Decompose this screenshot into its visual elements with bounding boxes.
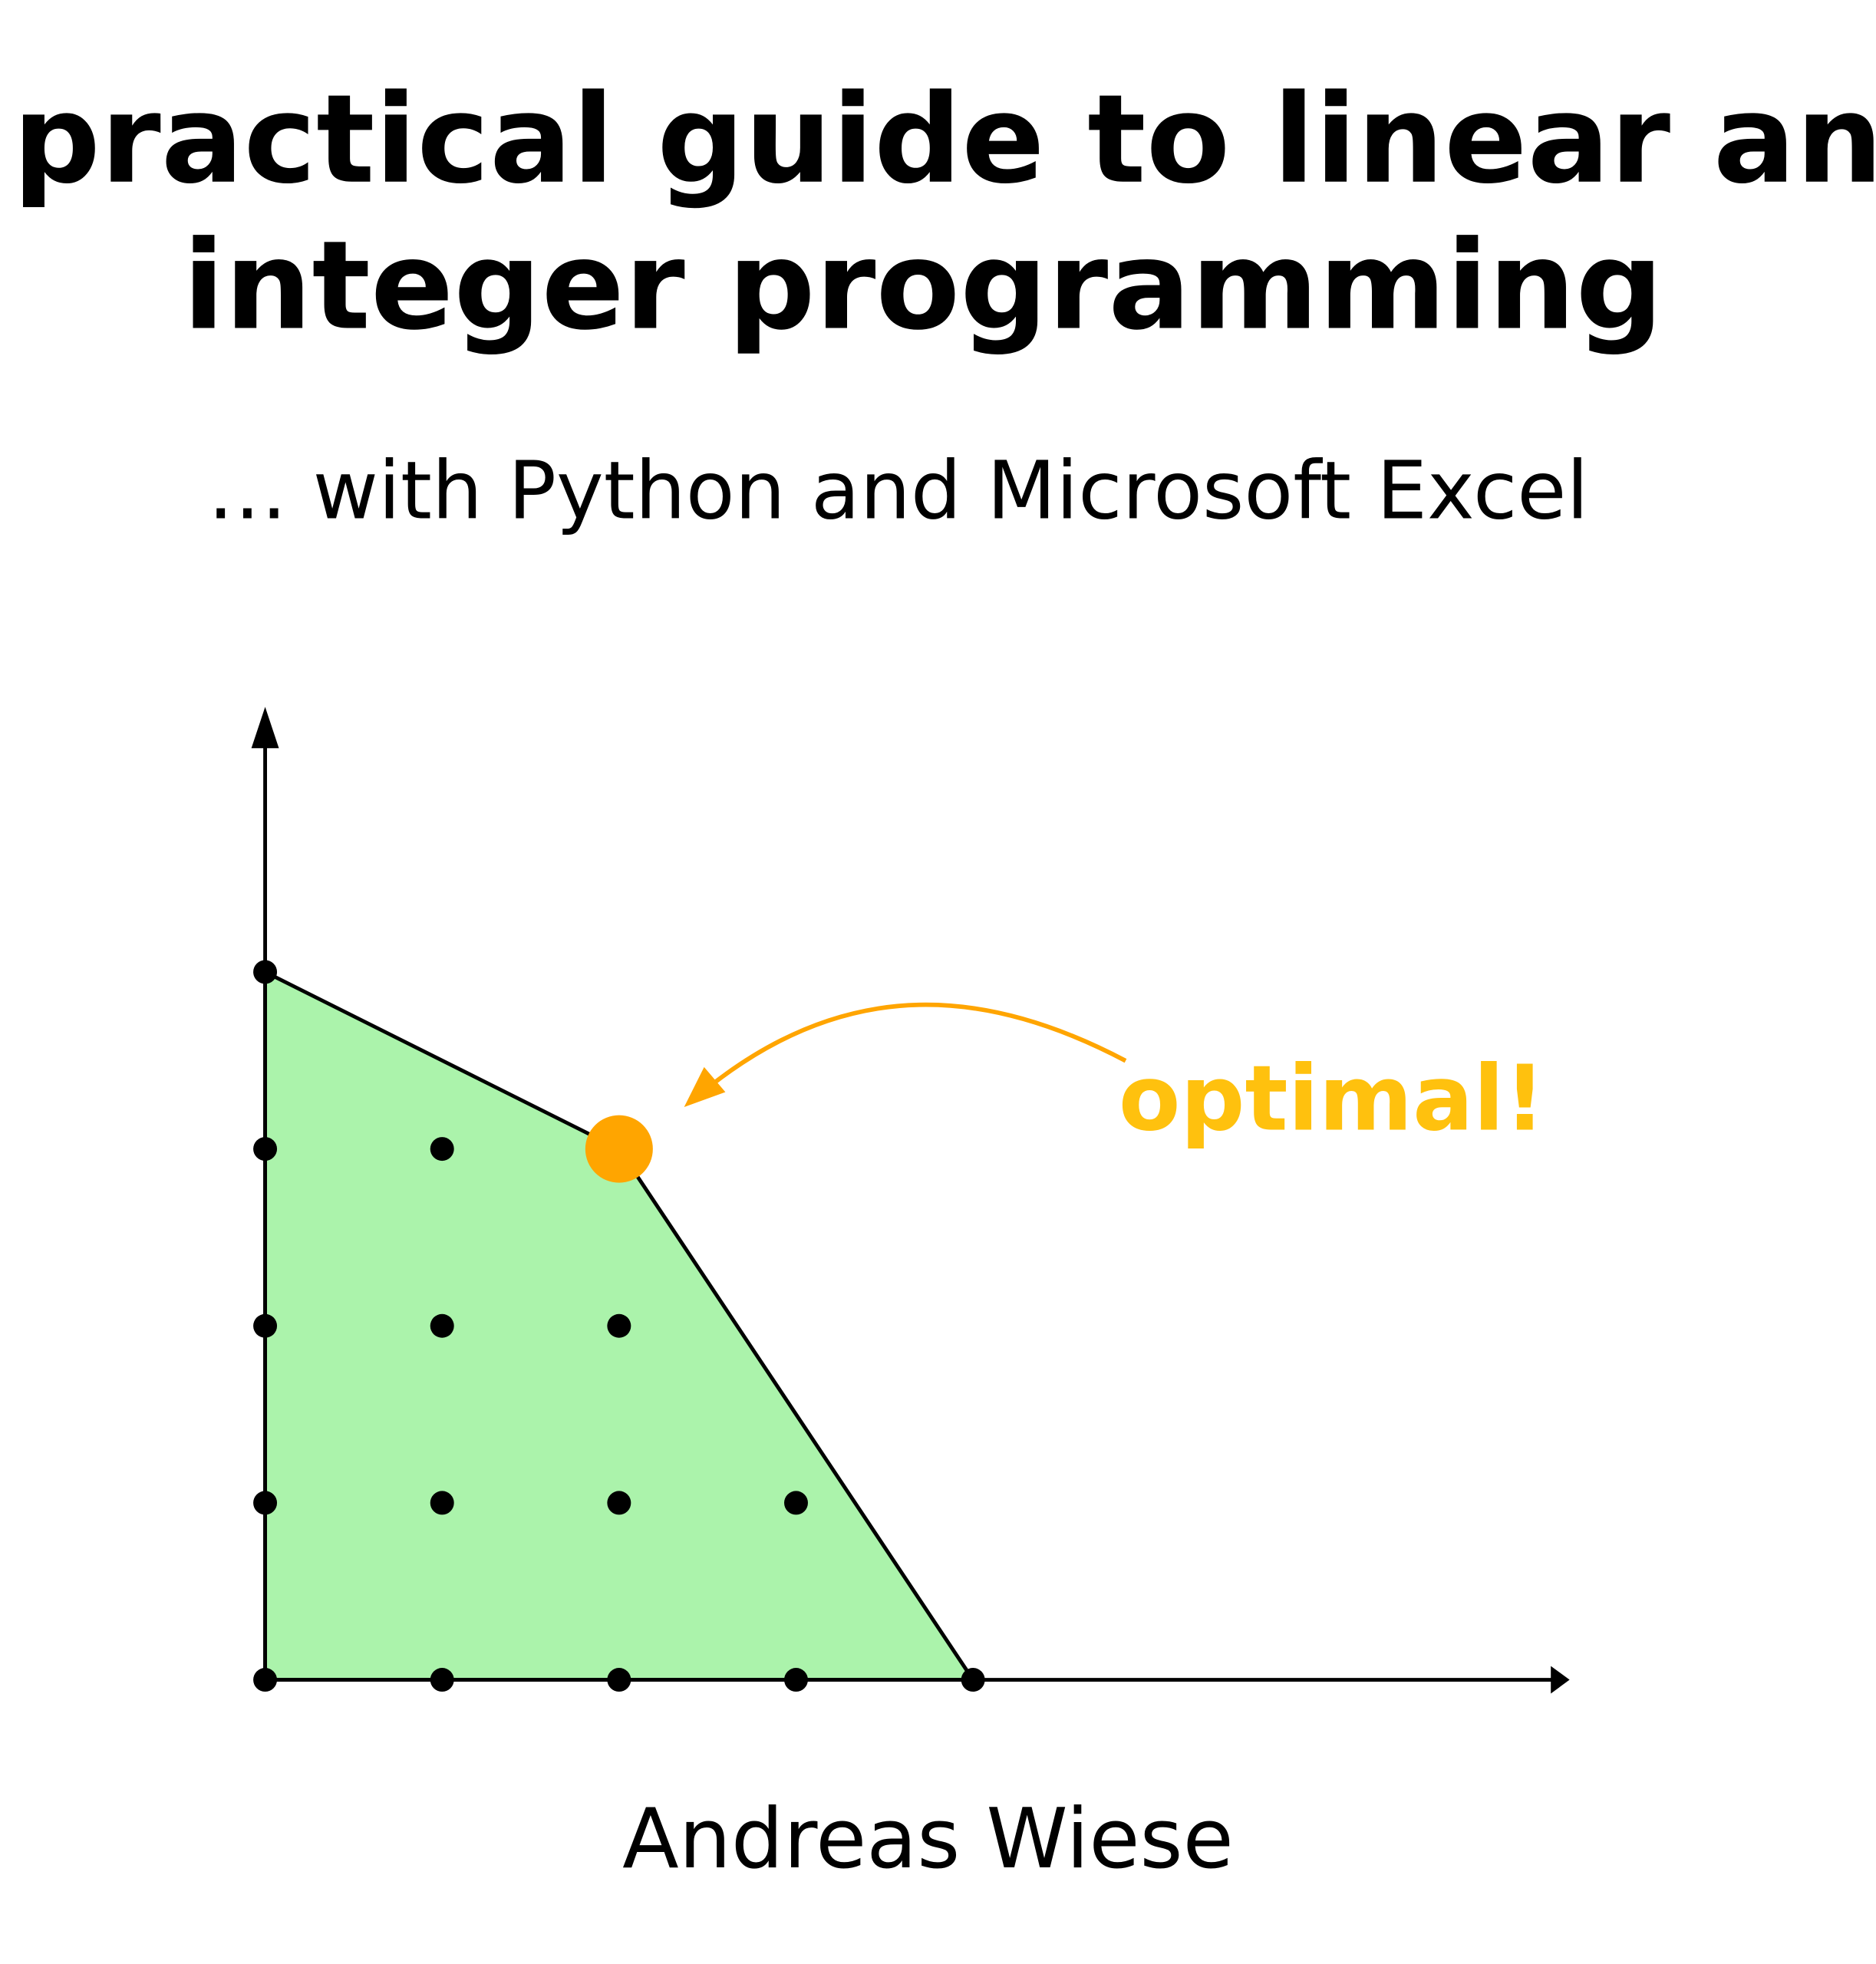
- integer-point: [253, 1668, 278, 1692]
- optimal-annotation: optimal!: [1119, 1046, 1545, 1151]
- title-line-2: integer programming: [183, 215, 1663, 358]
- y-axis-arrowhead: [251, 707, 279, 749]
- optimal-arrowhead: [684, 1066, 726, 1107]
- integer-point: [430, 1137, 454, 1162]
- integer-point: [784, 1491, 808, 1515]
- integer-program-figure: [251, 707, 1570, 1694]
- integer-point: [253, 1313, 278, 1338]
- optimal-arrow: [709, 1002, 1127, 1088]
- integer-point: [607, 1668, 631, 1692]
- integer-point: [253, 1137, 278, 1162]
- integer-point: [430, 1668, 454, 1692]
- title-line-1: A practical guide to linear and: [0, 68, 1876, 211]
- integer-point: [430, 1491, 454, 1515]
- integer-point: [607, 1313, 631, 1338]
- x-axis-arrowhead: [1551, 1666, 1570, 1694]
- optimal-point: [585, 1115, 653, 1183]
- integer-point: [253, 1491, 278, 1515]
- integer-point: [253, 960, 278, 984]
- author-name: Andreas Wiese: [622, 1791, 1234, 1887]
- integer-point: [784, 1668, 808, 1692]
- integer-point: [430, 1313, 454, 1338]
- integer-point: [961, 1668, 985, 1692]
- integer-point: [607, 1491, 631, 1515]
- subtitle: … with Python and Microsoft Excel: [207, 443, 1588, 537]
